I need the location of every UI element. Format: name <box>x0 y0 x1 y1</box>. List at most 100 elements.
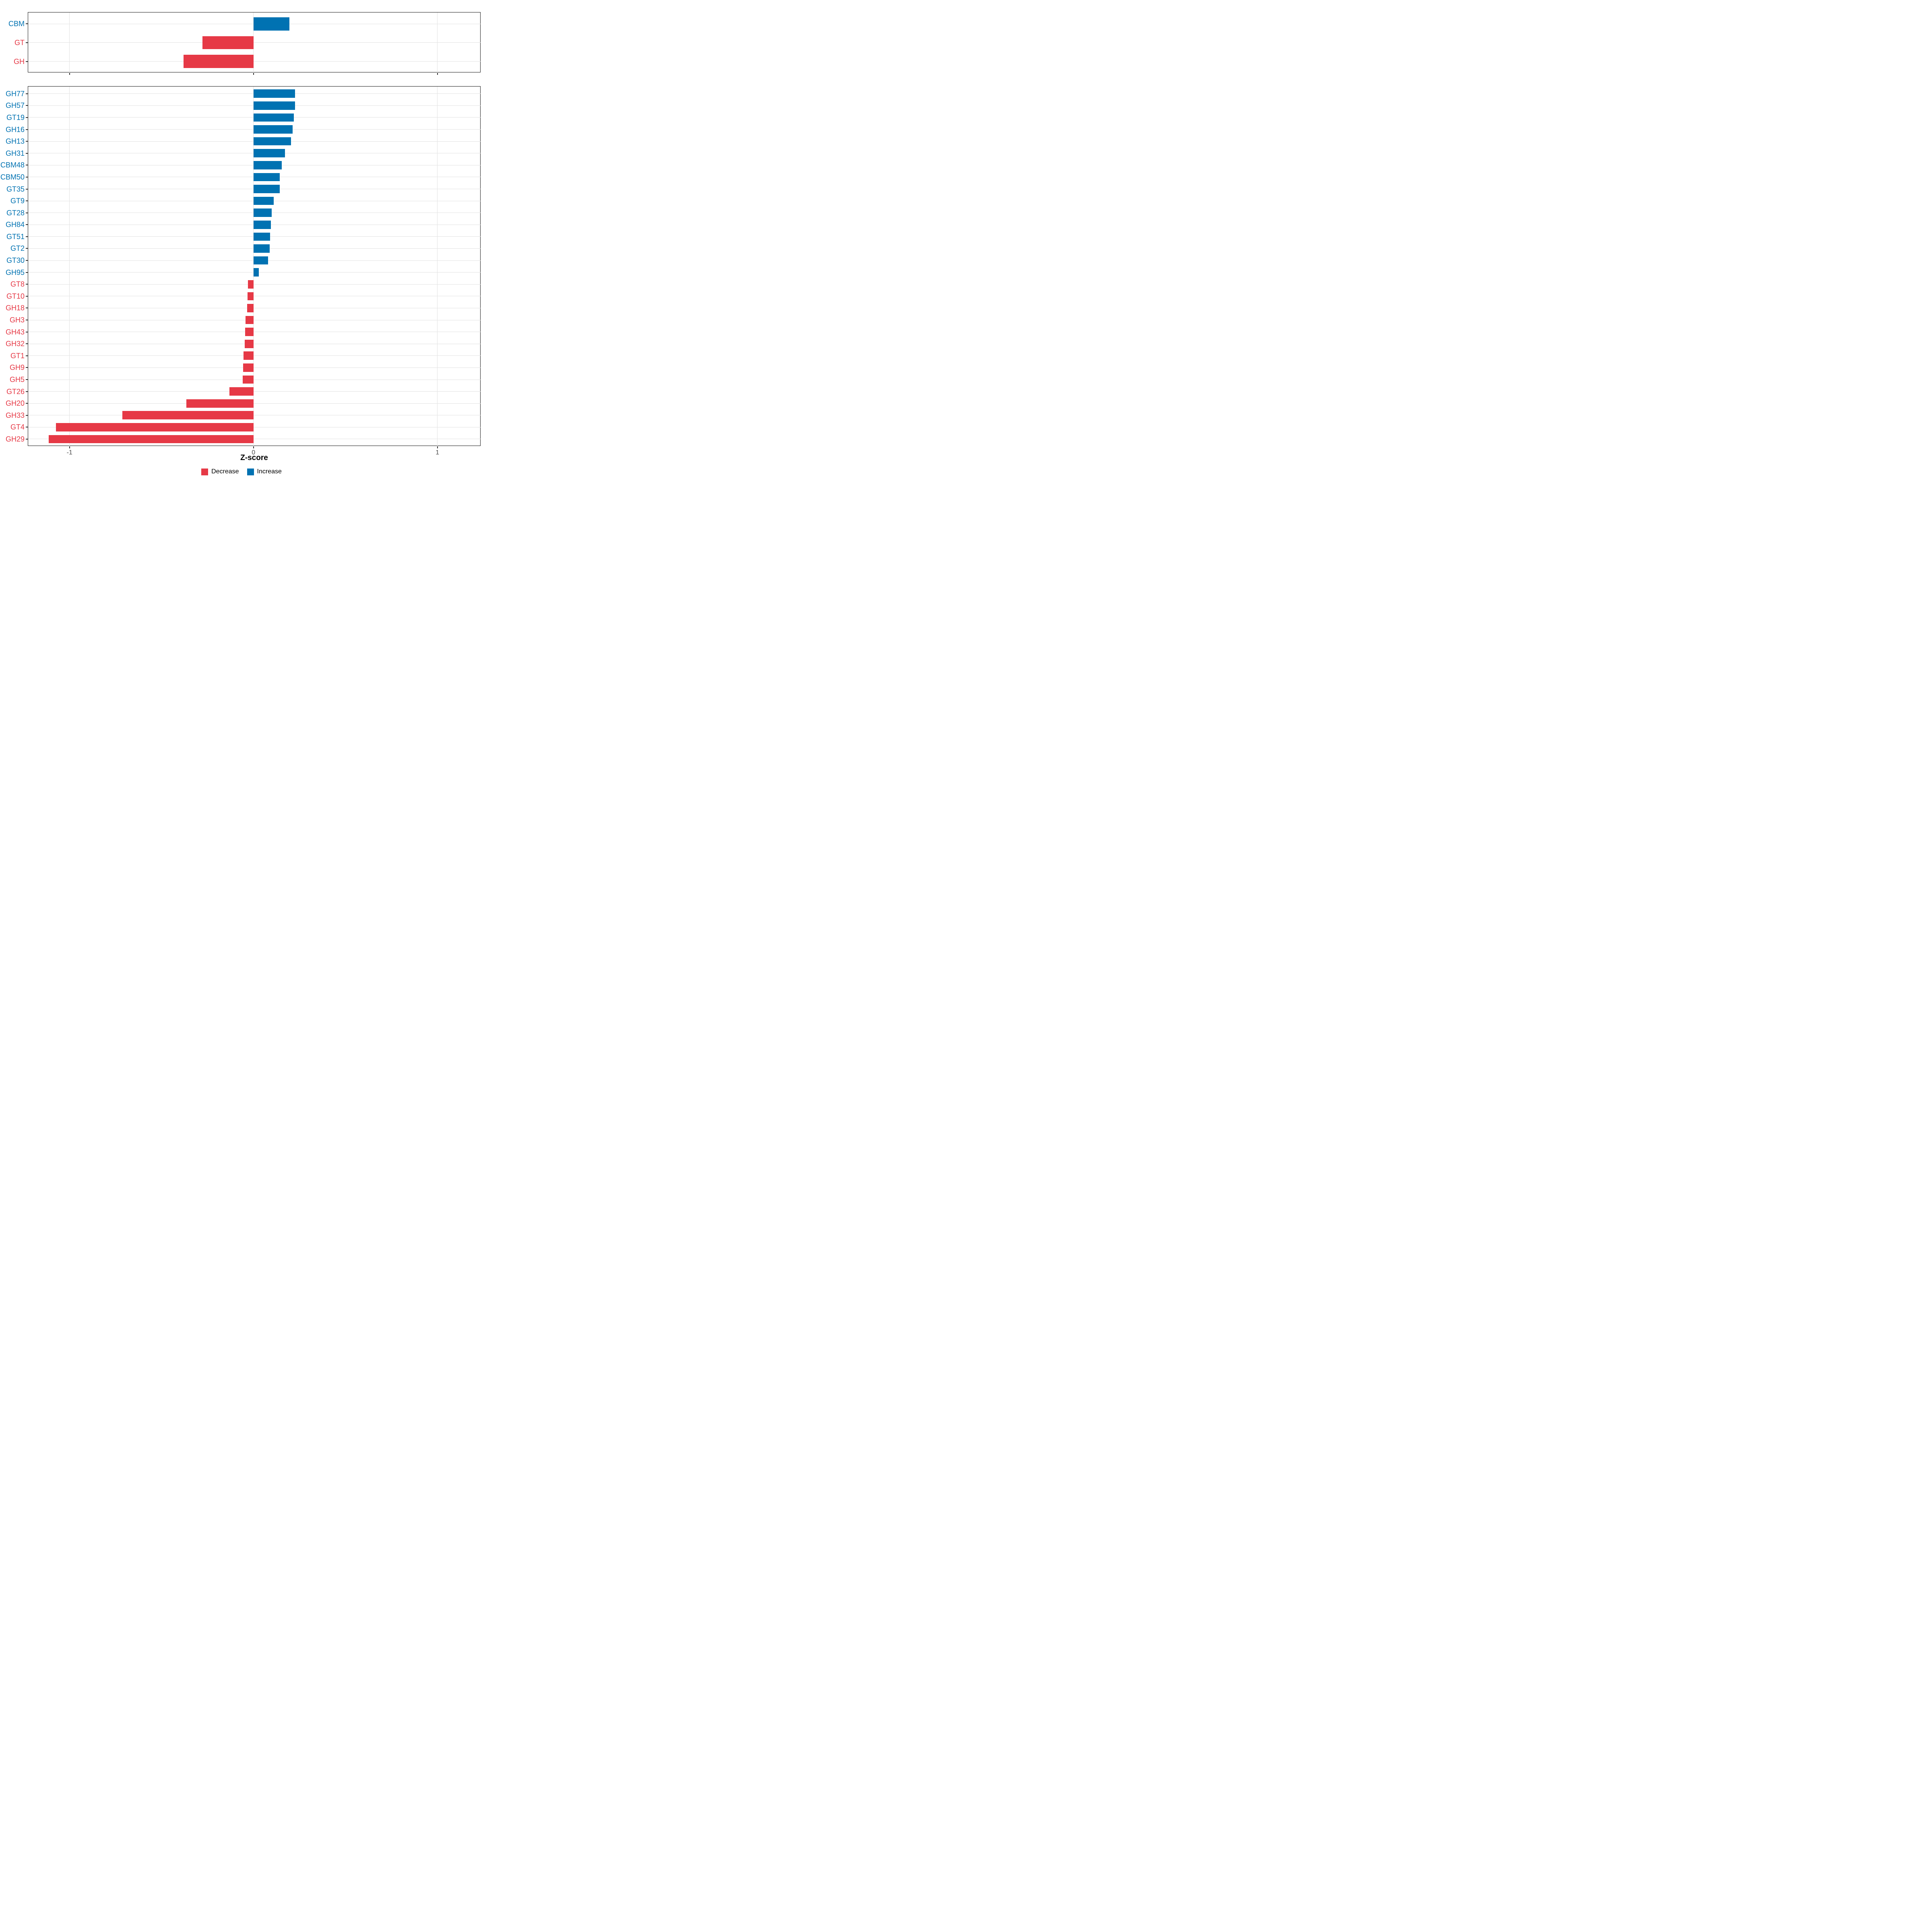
bar-GT26 <box>229 387 254 396</box>
row-label-GT9: GT9 <box>10 197 25 205</box>
bar-GH18 <box>247 304 254 312</box>
x-axis-tick <box>253 72 254 75</box>
bar-GT4 <box>56 423 254 431</box>
bar-GT2 <box>253 244 270 253</box>
bar-GH20 <box>186 399 254 408</box>
bar-GH95 <box>253 268 259 277</box>
legend-label-increase: Increase <box>257 468 282 475</box>
x-axis-tick <box>253 446 254 448</box>
row-label-GT51: GT51 <box>6 232 25 241</box>
row-label-GT28: GT28 <box>6 208 25 217</box>
bar-GH33 <box>122 411 254 420</box>
bar-CBM <box>253 17 289 31</box>
y-axis-tick <box>26 129 28 130</box>
bar-GT30 <box>253 256 268 265</box>
bar-CBM50 <box>253 173 280 182</box>
bar-GH84 <box>253 220 271 229</box>
row-label-GH13: GH13 <box>5 137 25 146</box>
bar-GH77 <box>253 89 295 98</box>
y-axis-tick <box>26 295 28 297</box>
y-axis-tick <box>26 105 28 106</box>
vertical-gridline <box>69 87 70 446</box>
row-label-GH84: GH84 <box>5 221 25 229</box>
row-label-GH77: GH77 <box>5 89 25 98</box>
row-label-GH29: GH29 <box>5 435 25 443</box>
y-axis-tick <box>26 61 28 62</box>
y-axis-tick <box>26 355 28 356</box>
row-label-GH33: GH33 <box>5 411 25 419</box>
row-label-CBM50: CBM50 <box>0 173 25 181</box>
row-label-GH31: GH31 <box>5 149 25 157</box>
bar-GH3 <box>245 316 254 324</box>
x-tick-label-0: 0 <box>252 449 256 456</box>
bar-GT10 <box>248 292 254 301</box>
x-tick-label--1: -1 <box>66 449 72 456</box>
bar-GT1 <box>243 351 254 360</box>
row-label-CBM: CBM <box>8 20 25 28</box>
bar-GH32 <box>245 339 254 348</box>
horizontal-gridline <box>28 355 481 356</box>
bar-GH57 <box>253 101 295 110</box>
y-axis-tick <box>26 367 28 368</box>
y-axis-tick <box>26 391 28 392</box>
bar-CBM48 <box>253 161 282 169</box>
vertical-gridline <box>253 87 254 446</box>
y-axis-tick <box>26 403 28 404</box>
bar-GH43 <box>245 328 254 336</box>
y-axis-tick <box>26 153 28 154</box>
bar-GT28 <box>253 208 272 217</box>
legend-label-decrease: Decrease <box>211 468 239 475</box>
horizontal-gridline <box>28 403 481 404</box>
y-axis-tick <box>26 248 28 249</box>
x-axis-tick <box>69 72 70 75</box>
y-axis-tick <box>26 141 28 142</box>
row-label-GH16: GH16 <box>5 125 25 134</box>
x-axis-tick <box>437 72 438 75</box>
y-axis-tick <box>26 284 28 285</box>
row-label-GT19: GT19 <box>6 113 25 122</box>
row-label-GH: GH <box>14 57 25 66</box>
bar-GH29 <box>49 435 254 444</box>
bar-GT9 <box>253 196 274 205</box>
y-axis-tick <box>26 379 28 380</box>
vertical-gridline <box>437 87 438 446</box>
y-axis-tick <box>26 93 28 94</box>
bar-GT35 <box>253 185 280 193</box>
enzyme-classes-panel: CBM GT GH <box>8 12 481 75</box>
bar-GT19 <box>253 113 294 122</box>
bar-GT <box>202 36 254 50</box>
row-label-GH57: GH57 <box>5 101 25 110</box>
row-label-GH9: GH9 <box>9 363 25 372</box>
bar-GT8 <box>248 280 254 289</box>
row-label-GT30: GT30 <box>6 256 25 265</box>
row-label-GT26: GT26 <box>6 387 25 396</box>
row-label-GT8: GT8 <box>10 280 25 289</box>
row-label-CBM48: CBM48 <box>0 161 25 169</box>
bar-GH <box>183 55 254 68</box>
y-axis-tick <box>26 188 28 190</box>
y-axis-tick <box>26 260 28 261</box>
z-score-bar-chart-figure: Z-score Decrease Increase CBM GT GH GH77 GH5… <box>0 0 483 483</box>
enzyme-families-panel: GH77 GH57 GT19 GH16 GH13 GH31 CBM48 CBM50 GT35 GT… <box>0 86 481 456</box>
y-axis-tick <box>26 117 28 118</box>
row-label-GT35: GT35 <box>6 185 25 193</box>
row-label-GT4: GT4 <box>10 423 25 431</box>
bar-GT51 <box>253 232 270 241</box>
decrease-swatch-icon <box>201 468 208 475</box>
y-axis-tick <box>26 236 28 237</box>
row-label-GH20: GH20 <box>5 399 25 408</box>
y-axis-tick <box>26 343 28 345</box>
row-label-GT: GT <box>14 38 25 47</box>
row-label-GH18: GH18 <box>5 304 25 312</box>
legend: Decrease Increase <box>0 468 483 475</box>
horizontal-gridline <box>28 391 481 392</box>
y-axis-tick <box>26 42 28 43</box>
y-axis-tick <box>26 415 28 416</box>
y-axis-tick <box>26 176 28 178</box>
row-label-GH95: GH95 <box>5 268 25 277</box>
legend-item-decrease: Decrease <box>201 468 239 475</box>
x-tick-label-1: 1 <box>436 449 440 456</box>
horizontal-gridline <box>28 61 481 62</box>
x-axis-tick <box>69 446 70 448</box>
bar-GH31 <box>253 149 285 158</box>
